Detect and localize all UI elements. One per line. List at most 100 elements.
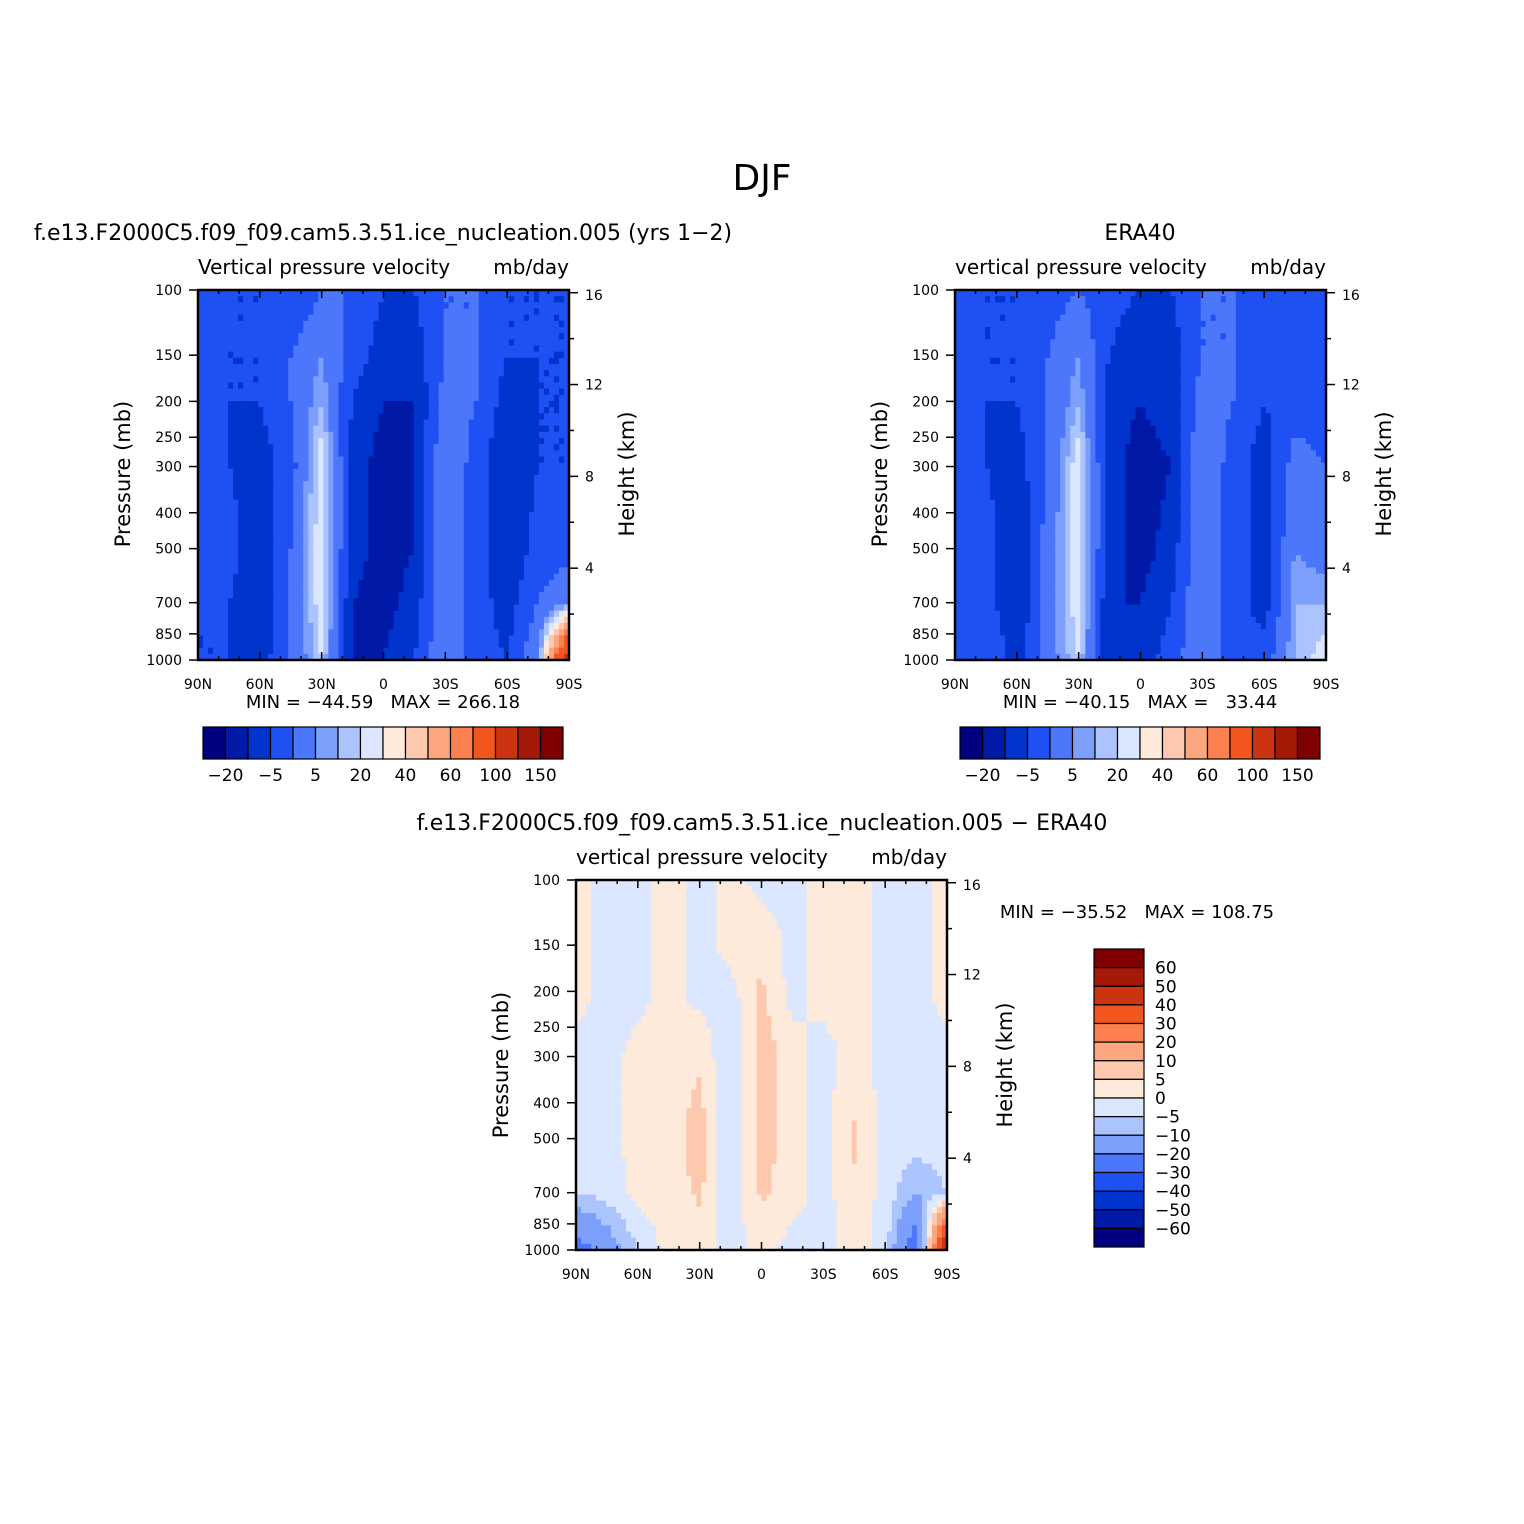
heatmap-cell [218, 314, 224, 322]
heatmap-cell [533, 629, 540, 636]
heatmap-cell [253, 573, 259, 581]
heatmap-cell [398, 339, 405, 347]
heatmap-cell [198, 647, 204, 655]
heatmap-cell [548, 456, 555, 464]
heatmap-cell [268, 308, 274, 316]
heatmap-cell [258, 623, 264, 630]
heatmap-cell [278, 505, 284, 513]
heatmap-cell [428, 327, 435, 334]
heatmap-cell [208, 542, 214, 550]
heatmap-cell [243, 629, 249, 636]
heatmap-cell [543, 462, 550, 470]
heatmap-cell [218, 407, 224, 414]
heatmap-cell [403, 364, 410, 371]
heatmap-cell [558, 653, 565, 661]
heatmap-cell [248, 641, 254, 649]
heatmap-cell [1075, 296, 1081, 303]
heatmap-cell [233, 357, 239, 365]
heatmap-cell [268, 555, 274, 562]
heatmap-cell [343, 647, 349, 655]
heatmap-cell [343, 431, 349, 439]
heatmap-cell [1190, 314, 1197, 322]
heatmap-cell [1060, 302, 1066, 310]
heatmap-cell [403, 401, 410, 408]
heatmap-cell [328, 586, 334, 593]
heatmap-cell [518, 542, 525, 550]
heatmap-cell [1210, 296, 1217, 303]
heatmap-cell [363, 333, 370, 340]
heatmap-cell [208, 419, 214, 427]
heatmap-cell [338, 413, 344, 421]
heatmap-cell [1120, 308, 1127, 316]
heatmap-cell [398, 394, 405, 402]
heatmap-cell [1180, 302, 1187, 310]
heatmap-cell [303, 641, 309, 649]
heatmap-cell [258, 512, 264, 519]
heatmap-cell [558, 290, 565, 297]
heatmap-cell [463, 616, 470, 624]
heatmap-cell [408, 549, 415, 556]
heatmap-cell [243, 549, 249, 556]
heatmap-cell [533, 610, 540, 618]
heatmap-cell [268, 623, 274, 630]
heatmap-cell [378, 468, 385, 476]
heatmap-cell [528, 493, 535, 501]
heatmap-cell [283, 475, 289, 482]
heatmap-cell [228, 579, 234, 587]
heatmap-cell [308, 592, 314, 599]
heatmap-cell [538, 561, 545, 569]
heatmap-cell [493, 641, 500, 649]
heatmap-cell [243, 561, 249, 569]
heatmap-cell [323, 629, 329, 636]
heatmap-cell [563, 364, 570, 371]
heatmap-cell [558, 357, 565, 365]
heatmap-cell [1040, 314, 1046, 322]
heatmap-cell [403, 296, 410, 303]
heatmap-cell [338, 512, 344, 519]
heatmap-cell [553, 567, 560, 575]
heatmap-cell [478, 314, 485, 322]
heatmap-cell [398, 333, 405, 340]
heatmap-cell [413, 345, 420, 353]
heatmap-cell [308, 493, 314, 501]
heatmap-cell [508, 308, 515, 316]
heatmap-cell [458, 635, 465, 643]
heatmap-cell [528, 653, 535, 661]
heatmap-cell [528, 320, 535, 328]
heatmap-cell [348, 351, 355, 359]
heatmap-cell [298, 512, 304, 519]
heatmap-cell [353, 518, 360, 525]
heatmap-cell [303, 549, 309, 556]
heatmap-cell [378, 499, 385, 507]
heatmap-cell [278, 499, 284, 507]
heatmap-cell [1275, 302, 1282, 310]
heatmap-cell [483, 327, 490, 334]
heatmap-cell [333, 499, 339, 507]
heatmap-cell [533, 345, 540, 353]
heatmap-cell [213, 647, 219, 655]
heatmap-cell [498, 401, 505, 408]
heatmap-cell [473, 487, 480, 495]
heatmap-cell [398, 647, 405, 655]
heatmap-cell [428, 616, 435, 624]
heatmap-cell [533, 604, 540, 612]
heatmap-cell [323, 616, 329, 624]
heatmap-cell [438, 549, 445, 556]
heatmap-cell [513, 296, 520, 303]
heatmap-cell [388, 542, 395, 550]
heatmap-cell [263, 493, 269, 501]
heatmap-cell [258, 401, 264, 408]
heatmap-cell [308, 456, 314, 464]
heatmap-cell [268, 438, 274, 445]
heatmap-cell [388, 481, 395, 488]
heatmap-cell [393, 549, 400, 556]
heatmap-cell [1160, 290, 1167, 297]
heatmap-cell [1185, 320, 1192, 328]
heatmap-cell [1210, 320, 1217, 328]
heatmap-cell [233, 320, 239, 328]
heatmap-cell [278, 573, 284, 581]
heatmap-cell [543, 407, 550, 414]
heatmap-cell [348, 438, 355, 445]
heatmap-cell [463, 518, 470, 525]
y-tick-label: 500 [155, 542, 182, 558]
